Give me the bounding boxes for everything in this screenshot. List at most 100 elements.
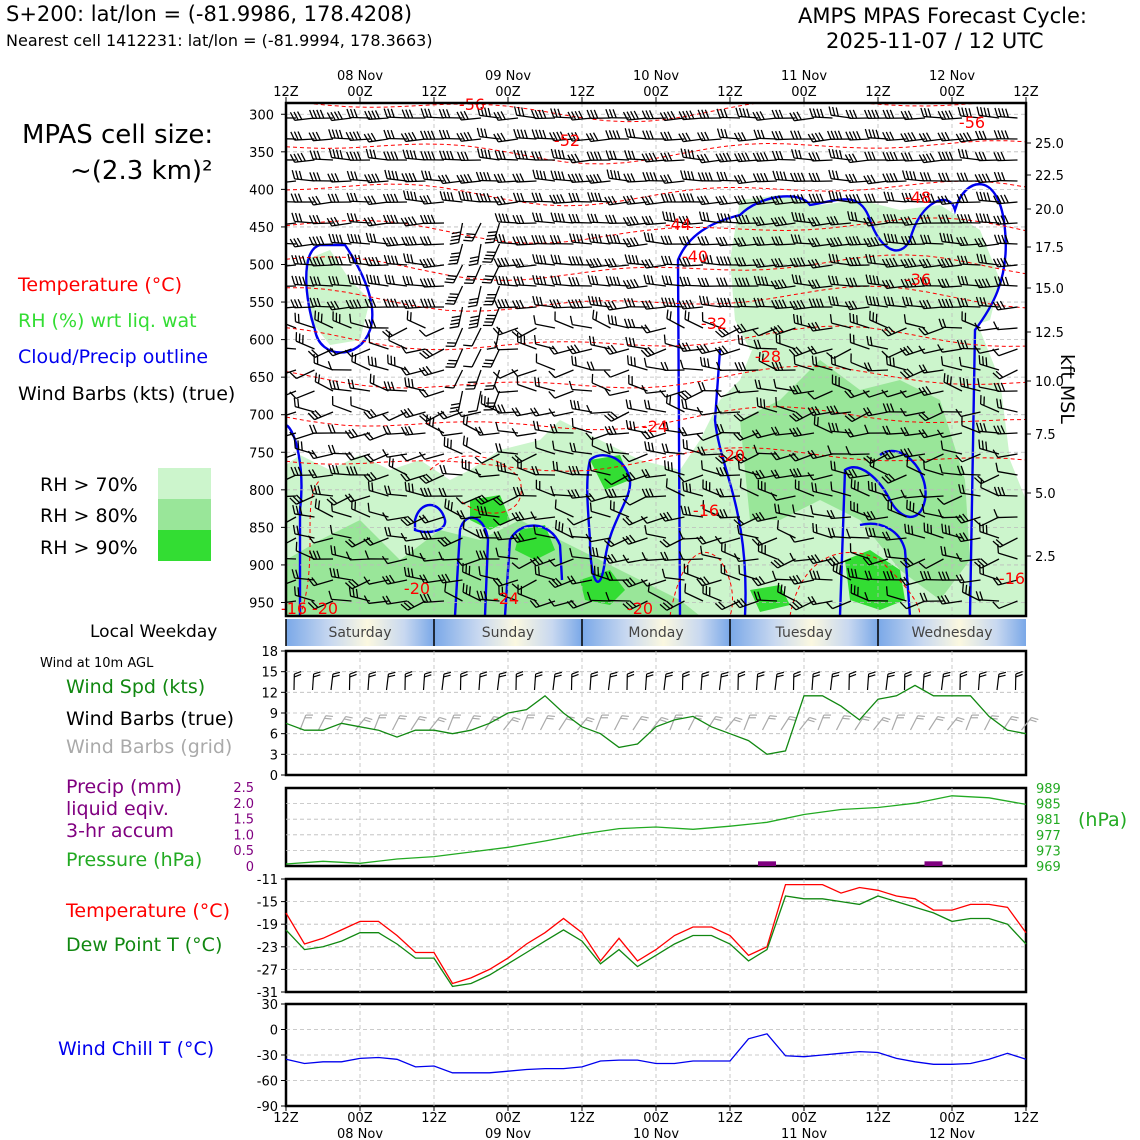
barb-feather — [332, 149, 336, 159]
wind-barb — [790, 172, 815, 182]
barb-feather — [419, 259, 425, 268]
barb-feather — [386, 129, 392, 139]
wind-barb — [957, 106, 981, 119]
wind-barb — [531, 192, 556, 203]
barb-feather — [327, 424, 333, 434]
barb-feather — [685, 110, 691, 120]
pressure-tick-label: 350 — [249, 146, 274, 161]
barb-staff — [387, 453, 408, 458]
barb-feather — [571, 417, 574, 428]
barb-feather — [644, 441, 648, 451]
barb-feather — [501, 150, 506, 160]
barb-feather — [993, 152, 999, 161]
rh90-label: RH > 90% — [40, 537, 138, 559]
barb-feather — [576, 233, 580, 243]
barb-feather — [278, 474, 284, 480]
barb-feather — [554, 275, 558, 285]
barb-feather — [945, 172, 950, 182]
barb-feather — [701, 674, 709, 678]
barb-feather — [542, 255, 547, 265]
barb-feather — [1001, 108, 1006, 118]
barb-feather — [720, 171, 725, 181]
barb-feather — [363, 133, 370, 143]
surface-wind-barb — [922, 671, 932, 691]
barb-feather — [521, 107, 525, 117]
wind-barb — [680, 170, 704, 182]
wind-barb — [383, 381, 408, 392]
barb-feather — [922, 132, 928, 142]
barb-feather — [798, 149, 802, 159]
barb-feather — [501, 213, 506, 223]
barb-feather — [630, 173, 636, 182]
barb-feather — [406, 310, 409, 320]
barb-feather — [845, 131, 851, 141]
surface-wind-barb — [848, 670, 857, 691]
barb-feather — [401, 173, 407, 182]
barb-feather — [567, 111, 573, 121]
wind-barb — [328, 379, 352, 392]
barb-feather — [406, 253, 410, 263]
barb-feather — [996, 195, 1002, 204]
wind-barb — [808, 193, 833, 203]
barb-feather — [629, 399, 633, 410]
barb-feather — [719, 108, 725, 118]
barb-feather — [593, 151, 599, 161]
pressure-unit-label: (hPa) — [1078, 809, 1128, 831]
barb-feather — [756, 397, 759, 407]
barb-feather — [290, 299, 296, 309]
barb-feather — [917, 715, 925, 718]
barb-feather — [334, 173, 340, 182]
barb-feather — [388, 671, 396, 675]
wind-barb — [368, 333, 389, 350]
barb-feather — [297, 298, 303, 308]
barb-feather — [500, 404, 506, 413]
barb-feather — [687, 311, 690, 321]
barb-feather — [968, 108, 972, 118]
barb-feather — [316, 109, 321, 119]
barb-feather — [459, 132, 466, 142]
barb-feather — [419, 195, 425, 205]
barb-feather — [831, 674, 840, 678]
surface-wind-barb — [959, 670, 968, 691]
wind-barb — [483, 390, 501, 411]
barb-staff — [997, 327, 1018, 331]
wind-barb — [468, 306, 482, 329]
barb-feather — [633, 215, 639, 225]
barb-feather — [309, 424, 314, 434]
wind-barb — [420, 151, 445, 161]
barb-feather — [641, 153, 647, 163]
barb-feather — [651, 442, 655, 452]
barb-feather — [465, 437, 469, 447]
barb-feather — [297, 440, 300, 450]
grid-wind-barb — [539, 715, 555, 731]
wind-barb — [419, 411, 445, 423]
barb-feather — [487, 107, 492, 117]
barb-feather — [975, 191, 980, 201]
panel-tick-label: 9 — [270, 707, 278, 722]
barb-feather — [665, 674, 673, 678]
barb-feather — [979, 674, 987, 678]
barb-feather — [733, 132, 740, 142]
barb-feather — [291, 254, 296, 264]
barb-staff — [442, 432, 463, 437]
barb-feather — [363, 196, 370, 205]
barb-feather — [407, 378, 411, 388]
barb-feather — [814, 132, 821, 142]
barb-feather — [585, 133, 592, 142]
grid-wind-barb — [725, 716, 743, 731]
barb-feather — [923, 172, 928, 182]
barb-feather — [648, 110, 654, 119]
top-hour-label: 00Z — [643, 85, 669, 100]
temperature-contour — [429, 455, 522, 514]
barb-feather — [276, 151, 279, 159]
rh70-label: RH > 70% — [40, 474, 138, 496]
barb-feather — [793, 673, 801, 678]
barb-feather — [496, 196, 503, 205]
barb-feather — [272, 542, 279, 548]
barb-feather — [463, 365, 473, 368]
barb-feather — [308, 132, 314, 141]
barb-feather — [997, 171, 1002, 181]
wind-barb — [462, 414, 482, 434]
barb-feather — [630, 298, 636, 308]
precip-tick-label: 1.5 — [233, 813, 254, 828]
